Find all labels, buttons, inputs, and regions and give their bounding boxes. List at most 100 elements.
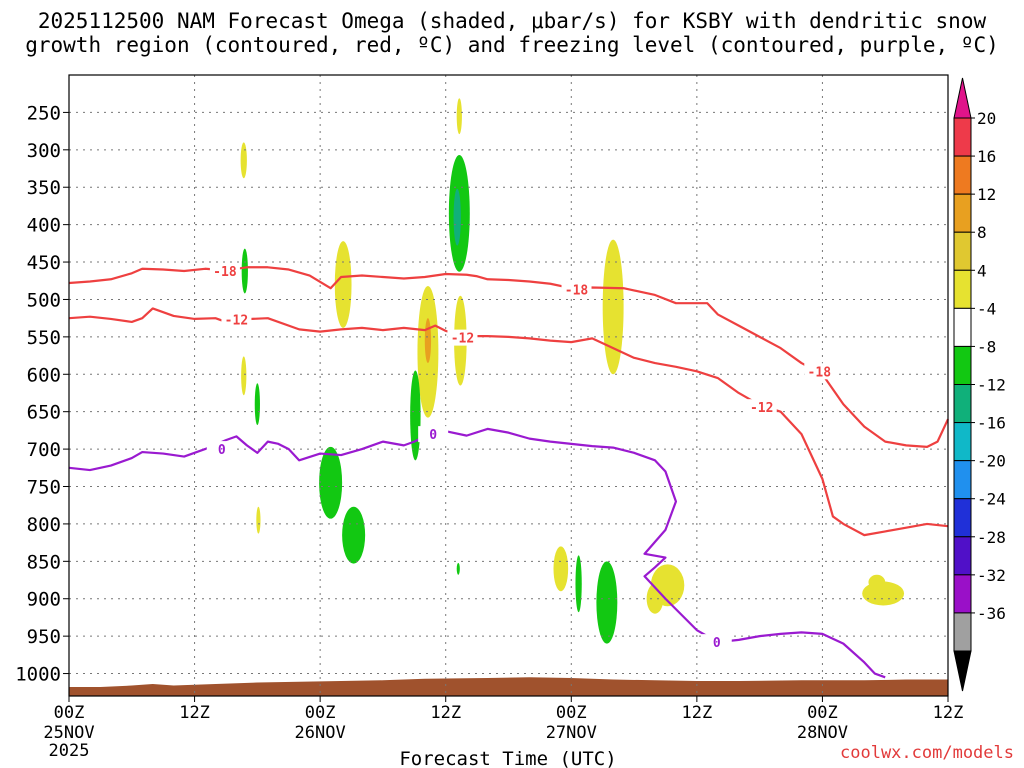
colorbar-top-arrow — [953, 77, 972, 119]
contour-label-bg — [746, 399, 777, 416]
y-tick-label-750: 750 — [27, 477, 61, 499]
contour-label-bg — [561, 281, 592, 298]
contour-line--12 — [68, 307, 949, 537]
x-date-label-0: 25NOV — [43, 723, 94, 743]
omega-blob-23 — [868, 574, 886, 590]
contour-label--18-1: -18 — [565, 284, 589, 299]
y-tick-label-1000: 1000 — [15, 664, 61, 686]
omega-blob-18 — [575, 555, 582, 613]
omega-blob-4 — [241, 248, 248, 294]
y-tick-label-700: 700 — [27, 439, 61, 461]
y-tick-label-350: 350 — [27, 177, 61, 199]
colorbar-label-2: 12 — [977, 185, 996, 204]
colorbar-label-8: -16 — [977, 414, 1006, 433]
contour-label-bg — [221, 311, 252, 328]
omega-blob-16 — [456, 562, 460, 575]
x-tick-label-84: 12Z — [933, 703, 964, 723]
omega-blob-6 — [602, 239, 624, 375]
y-tick-label-950: 950 — [27, 626, 61, 648]
x-date-label-24: 26NOV — [295, 723, 346, 743]
omega-blob-15 — [256, 506, 261, 534]
omega-blob-0 — [456, 98, 462, 135]
colorbar-segment-10 — [953, 498, 972, 538]
x-year-label: 2025 — [49, 741, 90, 761]
y-tick-label-650: 650 — [27, 402, 61, 424]
colorbar-segment-7 — [953, 384, 972, 424]
omega-blob-12 — [410, 370, 421, 461]
contour-label--12-2: -12 — [750, 401, 773, 416]
colorbar-label-5: -4 — [977, 299, 996, 318]
colorbar-segment-4 — [953, 269, 972, 309]
contour-label-0-2: 0 — [713, 636, 721, 651]
colorbar-segment-5 — [953, 307, 972, 347]
colorbar-label-9: -20 — [977, 452, 1006, 471]
plot-frame — [68, 74, 949, 697]
y-tick-label-250: 250 — [27, 102, 61, 124]
y-tick-label-400: 400 — [27, 215, 61, 237]
omega-blob-13 — [319, 446, 343, 519]
colorbar-segment-9 — [953, 460, 972, 500]
contour-layer: -18 -18 -18 -12 -12 -12 0 0 0 — [68, 263, 949, 679]
y-tick-label-600: 600 — [27, 364, 61, 386]
contour-label--18-0: -18 — [213, 265, 237, 280]
colorbar-bottom-arrow — [953, 650, 972, 692]
x-tick-label-36: 12Z — [430, 703, 461, 723]
omega-blob-14 — [342, 506, 366, 564]
contour-label-bg — [447, 329, 478, 346]
x-tick-label-12: 12Z — [179, 703, 210, 723]
x-tick-label-24: 00Z — [305, 703, 336, 723]
contour-label-bg — [209, 263, 240, 280]
colorbar-label-7: -12 — [977, 376, 1006, 395]
colorbar-label-13: -36 — [977, 604, 1006, 623]
terrain-layer — [69, 677, 948, 696]
colorbar: 20 16 12 8 4 -4 -8 -12 -16 -20 -24 -28 -32 -36 — [953, 77, 1006, 692]
colorbar-label-6: -8 — [977, 337, 996, 356]
contour-label--18-2: -18 — [808, 365, 832, 380]
colorbar-segment-1 — [953, 155, 972, 195]
contour-label--12-1: -12 — [451, 332, 474, 347]
contour-label-0-1: 0 — [429, 428, 437, 443]
y-tick-label-500: 500 — [27, 289, 61, 311]
colorbar-label-11: -28 — [977, 528, 1006, 547]
x-tick-label-72: 00Z — [807, 703, 838, 723]
contour-label-bg — [206, 441, 237, 458]
omega-blob-19 — [596, 561, 618, 644]
contour-label-0-0: 0 — [218, 443, 226, 458]
grid-lines — [69, 75, 948, 696]
colorbar-segment-11 — [953, 536, 972, 576]
chart-title-line-2: growth region (contoured, red, ºC) and f… — [25, 33, 999, 57]
omega-blob-5 — [334, 241, 352, 328]
y-axis: 250 300 350 400 450 500 550 600 650 700 750 800 850 9… — [15, 102, 69, 686]
y-tick-label-550: 550 — [27, 327, 61, 349]
x-tick-label-48: 00Z — [556, 703, 587, 723]
contour-label--12-0: -12 — [225, 314, 248, 329]
x-date-label-48: 27NOV — [546, 723, 597, 743]
contour-line--18 — [68, 266, 949, 448]
x-axis-label: Forecast Time (UTC) — [399, 748, 616, 768]
colorbar-label-1: 16 — [977, 147, 996, 166]
colorbar-segment-0 — [953, 117, 972, 157]
y-tick-label-900: 900 — [27, 589, 61, 611]
y-tick-label-450: 450 — [27, 252, 61, 274]
colorbar-segment-3 — [953, 231, 972, 271]
x-date-label-72: 28NOV — [797, 723, 848, 743]
x-tick-label-60: 12Z — [681, 703, 712, 723]
source-credit: coolwx.com/models — [840, 743, 1014, 763]
colorbar-segment-6 — [953, 345, 972, 385]
y-tick-label-300: 300 — [27, 140, 61, 162]
omega-shading-layer — [240, 98, 905, 644]
contour-label-bg — [418, 426, 449, 443]
chart-title-line-1: 2025112500 NAM Forecast Omega (shaded, μ… — [37, 9, 987, 33]
colorbar-segment-12 — [953, 574, 972, 614]
colorbar-segment-13 — [953, 612, 972, 652]
y-tick-label-800: 800 — [27, 514, 61, 536]
colorbar-label-3: 8 — [977, 223, 987, 242]
colorbar-segment-2 — [953, 193, 972, 233]
omega-blob-10 — [241, 356, 247, 396]
colorbar-label-10: -24 — [977, 490, 1006, 509]
omega-blob-11 — [254, 383, 260, 426]
colorbar-segment-8 — [953, 422, 972, 462]
terrain-fill — [69, 677, 948, 696]
